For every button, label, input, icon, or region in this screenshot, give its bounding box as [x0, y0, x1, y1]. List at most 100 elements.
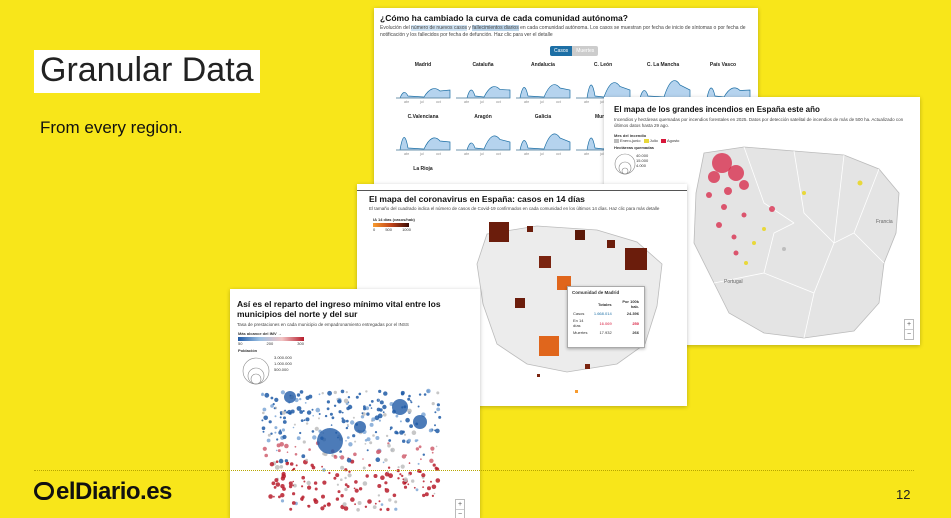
- axis-tick-label: jul: [539, 100, 544, 104]
- toggle-deaths[interactable]: Muertes: [572, 46, 599, 56]
- municipality-dot: [438, 415, 442, 419]
- municipality-dot: [347, 473, 352, 478]
- municipality-dot: [354, 503, 356, 506]
- toggle-cases[interactable]: Casos: [550, 46, 573, 56]
- municipality-dot: [350, 497, 355, 502]
- municipality-dot: [348, 442, 353, 447]
- municipality-dot: [365, 474, 369, 478]
- region-label: Aragón: [474, 114, 492, 120]
- municipality-dot: [394, 430, 398, 435]
- municipality-dot: [387, 466, 391, 469]
- ingreso-zoom-control[interactable]: + −: [455, 499, 465, 518]
- municipality-dot: [395, 414, 399, 418]
- legend-item-3: Agosto: [666, 138, 680, 143]
- municipality-dot: [409, 424, 413, 428]
- municipality-dot: [270, 396, 274, 400]
- municipality-dot: [277, 449, 281, 453]
- axis-tick-label: abr: [584, 152, 590, 156]
- municipality-dot: [262, 411, 265, 415]
- municipality-dot: [299, 397, 302, 401]
- municipality-dot: [321, 494, 325, 499]
- municipality-dot: [279, 465, 284, 469]
- municipality-dot: [422, 453, 425, 456]
- municipality-dot: [292, 426, 295, 429]
- municipality-dot: [382, 411, 385, 414]
- covid-subtitle: El tamaño del cuadrado indica el número …: [369, 206, 660, 211]
- municipality-dot: [264, 392, 270, 398]
- tooltip-table: Totales Por 100k hab. Casos 1.668.014 24…: [573, 299, 639, 335]
- municipality-dot: [429, 458, 434, 463]
- municipality-dot: [340, 494, 344, 498]
- small-multiple[interactable]: C.Valenciana abr jul oct: [394, 114, 452, 158]
- municipality-dot: [402, 478, 405, 481]
- municipality-dot: [434, 424, 436, 427]
- municipality-dot: [276, 438, 279, 441]
- municipality-dot: [313, 481, 318, 485]
- axis-tick-label: oct: [496, 100, 501, 104]
- tooltip-row: En 14 días 16.069 250: [573, 318, 639, 328]
- municipality-dot: [273, 486, 277, 489]
- municipality-dot: [280, 390, 285, 395]
- axis-tick-label: oct: [556, 100, 561, 104]
- axis-tick-label: jul: [599, 152, 604, 156]
- small-multiple[interactable]: Andalucía abr jul oct: [514, 62, 572, 106]
- municipality-dot: [308, 448, 311, 451]
- municipality-dot: [328, 471, 331, 475]
- card-fires[interactable]: El mapa de los grandes incendios en Espa…: [604, 97, 920, 345]
- municipality-dot: [331, 416, 335, 420]
- municipality-dot: [424, 492, 429, 497]
- zoom-out-button[interactable]: −: [905, 329, 913, 338]
- municipality-dot: [378, 419, 381, 422]
- municipality-dot: [302, 440, 306, 444]
- zoom-out-button[interactable]: −: [456, 509, 464, 518]
- municipality-dot: [384, 488, 387, 490]
- fires-zoom-control[interactable]: + −: [904, 319, 914, 340]
- municipality-dot: [279, 416, 282, 419]
- card-ingreso[interactable]: Así es el reparto del ingreso mínimo vit…: [230, 289, 480, 518]
- municipality-dot: [308, 394, 313, 399]
- municipality-dot: [271, 481, 276, 486]
- municipality-dot: [369, 422, 374, 427]
- small-multiple[interactable]: Aragón abr jul oct: [454, 114, 512, 158]
- municipality-dot: [405, 417, 410, 423]
- municipality-dot: [366, 449, 369, 452]
- municipality-dot: [275, 482, 281, 487]
- municipality-dot: [305, 458, 308, 462]
- zoom-in-button[interactable]: +: [457, 501, 463, 508]
- municipality-dot: [431, 484, 437, 490]
- municipality-dot: [370, 407, 373, 409]
- municipality-dot: [375, 436, 380, 440]
- municipality-dot: [417, 405, 420, 408]
- municipality-dot: [354, 480, 358, 484]
- municipality-dot: [411, 479, 415, 483]
- municipality-dot: [341, 417, 344, 420]
- municipality-dot: [268, 420, 272, 424]
- municipality-dot: [426, 388, 431, 394]
- municipality-dot: [262, 430, 265, 433]
- small-multiple[interactable]: Madrid abr jul oct: [394, 62, 452, 106]
- municipality-dot: [326, 400, 330, 404]
- municipality-dot: [344, 476, 347, 480]
- label-portugal: Portugal: [724, 279, 743, 285]
- municipality-dot: [284, 409, 287, 412]
- municipality-dot: [356, 508, 360, 512]
- municipality-dot: [311, 408, 314, 411]
- municipality-dot: [352, 416, 355, 419]
- small-multiple[interactable]: Galicia abr jul oct: [514, 114, 572, 158]
- zoom-in-button[interactable]: +: [906, 321, 912, 328]
- cases-deaths-toggle[interactable]: Casos Muertes: [550, 46, 599, 56]
- municipality-dot: [340, 389, 345, 394]
- municipality-dot: [421, 473, 426, 478]
- municipality-dot: [377, 484, 382, 488]
- municipality-dot: [278, 495, 281, 499]
- municipality-dot: [346, 423, 349, 426]
- axis-tick-label: jul: [479, 100, 484, 104]
- municipality-dot: [365, 406, 370, 411]
- municipality-dot: [407, 397, 411, 401]
- ingreso-title: Así es el reparto del ingreso mínimo vit…: [237, 299, 441, 320]
- small-multiple[interactable]: Cataluña abr jul oct: [454, 62, 512, 106]
- region-label: País Vasco: [709, 62, 737, 68]
- municipality-dot: [281, 428, 285, 432]
- municipality-dot: [341, 411, 344, 414]
- municipality-dot: [303, 419, 306, 422]
